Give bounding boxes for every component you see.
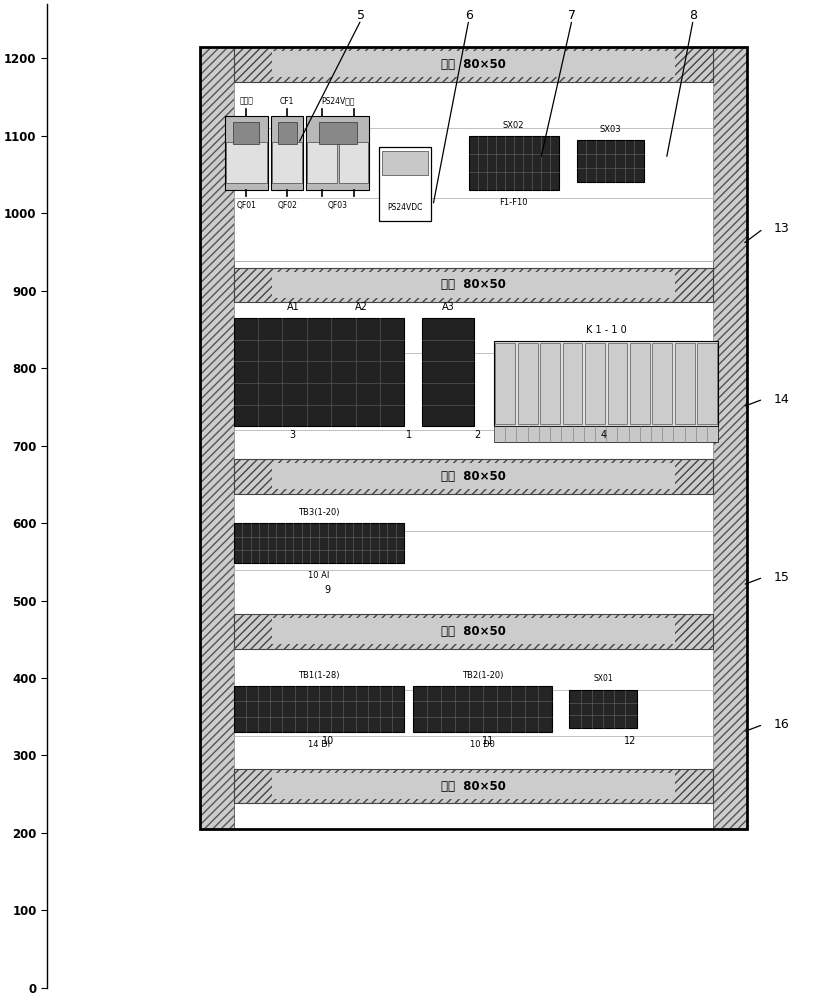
Text: 11: 11: [482, 736, 494, 746]
Bar: [306, 116, 369, 190]
Bar: [540, 343, 560, 424]
Bar: [234, 494, 713, 614]
Bar: [200, 47, 747, 829]
Text: F1-F10: F1-F10: [499, 198, 528, 207]
Bar: [272, 618, 675, 644]
Text: SX02: SX02: [503, 121, 524, 130]
Text: CF1: CF1: [280, 97, 295, 106]
Text: 13: 13: [773, 222, 789, 235]
Text: A1: A1: [287, 302, 300, 312]
Bar: [272, 51, 675, 77]
Text: TB1(1-28): TB1(1-28): [298, 671, 339, 680]
Text: 1: 1: [406, 430, 412, 440]
Text: 12: 12: [624, 736, 636, 746]
Text: TB2(1-20): TB2(1-20): [462, 671, 503, 680]
Text: 8: 8: [689, 9, 697, 22]
Text: 4: 4: [601, 430, 607, 440]
Bar: [518, 343, 537, 424]
Bar: [379, 147, 431, 221]
Text: A2: A2: [355, 302, 368, 312]
Bar: [272, 272, 675, 298]
Bar: [234, 268, 713, 302]
Text: SX01: SX01: [593, 674, 613, 683]
Bar: [422, 318, 474, 426]
Text: 10: 10: [322, 736, 334, 746]
Bar: [569, 690, 636, 728]
Bar: [271, 116, 303, 190]
Text: 14: 14: [773, 393, 789, 406]
Text: 线槽  80×50: 线槽 80×50: [441, 58, 506, 71]
Bar: [234, 459, 713, 494]
Text: 14 DI: 14 DI: [308, 740, 330, 749]
Bar: [339, 142, 369, 183]
Bar: [234, 122, 260, 144]
Bar: [630, 343, 650, 424]
Bar: [234, 523, 404, 563]
Text: 15: 15: [773, 571, 789, 584]
Bar: [272, 773, 675, 799]
Text: 16: 16: [773, 718, 789, 731]
Bar: [607, 343, 627, 424]
Text: 2: 2: [475, 430, 481, 440]
Bar: [200, 47, 234, 829]
Bar: [414, 686, 552, 732]
Bar: [234, 302, 713, 459]
Text: QF03: QF03: [328, 201, 348, 210]
Text: SX03: SX03: [599, 125, 621, 134]
Text: 3: 3: [289, 430, 295, 440]
Text: 线槽  80×50: 线槽 80×50: [441, 625, 506, 638]
Bar: [494, 426, 718, 442]
Bar: [713, 47, 747, 829]
Bar: [319, 122, 357, 144]
Text: 10 D0: 10 D0: [470, 740, 495, 749]
Bar: [307, 142, 337, 183]
Text: QF02: QF02: [277, 201, 297, 210]
Bar: [585, 343, 605, 424]
Text: 线槽  80×50: 线槽 80×50: [441, 780, 506, 793]
Text: 总电源: 总电源: [240, 97, 253, 106]
Text: A3: A3: [442, 302, 454, 312]
Text: PS24VDC: PS24VDC: [388, 203, 423, 212]
Bar: [234, 318, 404, 426]
Bar: [272, 463, 675, 489]
Bar: [652, 343, 672, 424]
Bar: [675, 343, 695, 424]
Text: 9: 9: [324, 585, 330, 595]
Bar: [577, 140, 644, 182]
Bar: [234, 47, 713, 829]
Bar: [278, 122, 296, 144]
Bar: [562, 343, 582, 424]
Bar: [234, 649, 713, 769]
Bar: [234, 614, 713, 649]
Text: QF01: QF01: [236, 201, 256, 210]
Bar: [272, 142, 302, 183]
Bar: [234, 82, 713, 261]
Bar: [234, 47, 713, 82]
Bar: [225, 116, 268, 190]
Text: 6: 6: [465, 9, 473, 22]
Text: 7: 7: [568, 9, 576, 22]
Bar: [495, 343, 515, 424]
Bar: [225, 142, 267, 183]
Text: 线槽  80×50: 线槽 80×50: [441, 278, 506, 291]
Text: 10 AI: 10 AI: [309, 571, 329, 580]
Bar: [494, 341, 718, 426]
Text: TB3(1-20): TB3(1-20): [298, 508, 339, 517]
Text: PS24V电源: PS24V电源: [321, 97, 354, 106]
Text: 5: 5: [357, 9, 365, 22]
Text: K 1 - 1 0: K 1 - 1 0: [586, 325, 626, 335]
Bar: [469, 136, 558, 190]
Bar: [234, 686, 404, 732]
Bar: [697, 343, 717, 424]
Text: 线槽  80×50: 线槽 80×50: [441, 470, 506, 483]
Bar: [234, 769, 713, 803]
Bar: [382, 151, 428, 175]
